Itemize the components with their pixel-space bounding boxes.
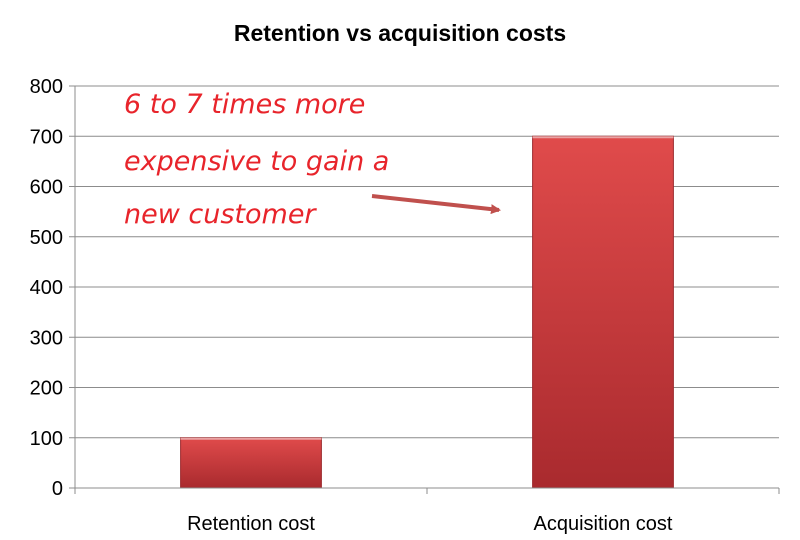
annotation-arrow xyxy=(371,194,501,215)
bar-highlight xyxy=(532,136,674,139)
y-tick-label: 200 xyxy=(30,378,63,400)
annotation-line-2: expensive to gain a xyxy=(124,146,389,177)
y-tick-label: 400 xyxy=(30,277,63,299)
x-tick-label: Retention cost xyxy=(187,513,315,535)
y-tick-label: 500 xyxy=(30,227,63,249)
y-tick-label: 800 xyxy=(30,76,63,98)
chart-title: Retention vs acquisition costs xyxy=(234,20,566,46)
x-axis: Retention cost Acquisition cost xyxy=(74,487,780,535)
y-tick-label: 100 xyxy=(30,428,63,450)
y-axis: 0 100 200 300 400 500 600 700 800 xyxy=(30,76,76,500)
y-tick-label: 0 xyxy=(52,478,63,500)
bar-highlight xyxy=(180,437,322,440)
gridlines xyxy=(75,85,779,439)
annotation-line-1: 6 to 7 times more xyxy=(124,89,365,120)
annotation-line-3: new customer xyxy=(124,199,317,230)
bar xyxy=(532,135,674,489)
bar xyxy=(180,437,322,489)
y-tick-label: 600 xyxy=(30,177,63,199)
bars xyxy=(180,135,674,489)
annotation: 6 to 7 times more expensive to gain a ne… xyxy=(124,89,501,230)
y-tick-label: 300 xyxy=(30,327,63,349)
y-tick-label: 700 xyxy=(30,126,63,148)
x-tick-label: Acquisition cost xyxy=(534,513,673,535)
